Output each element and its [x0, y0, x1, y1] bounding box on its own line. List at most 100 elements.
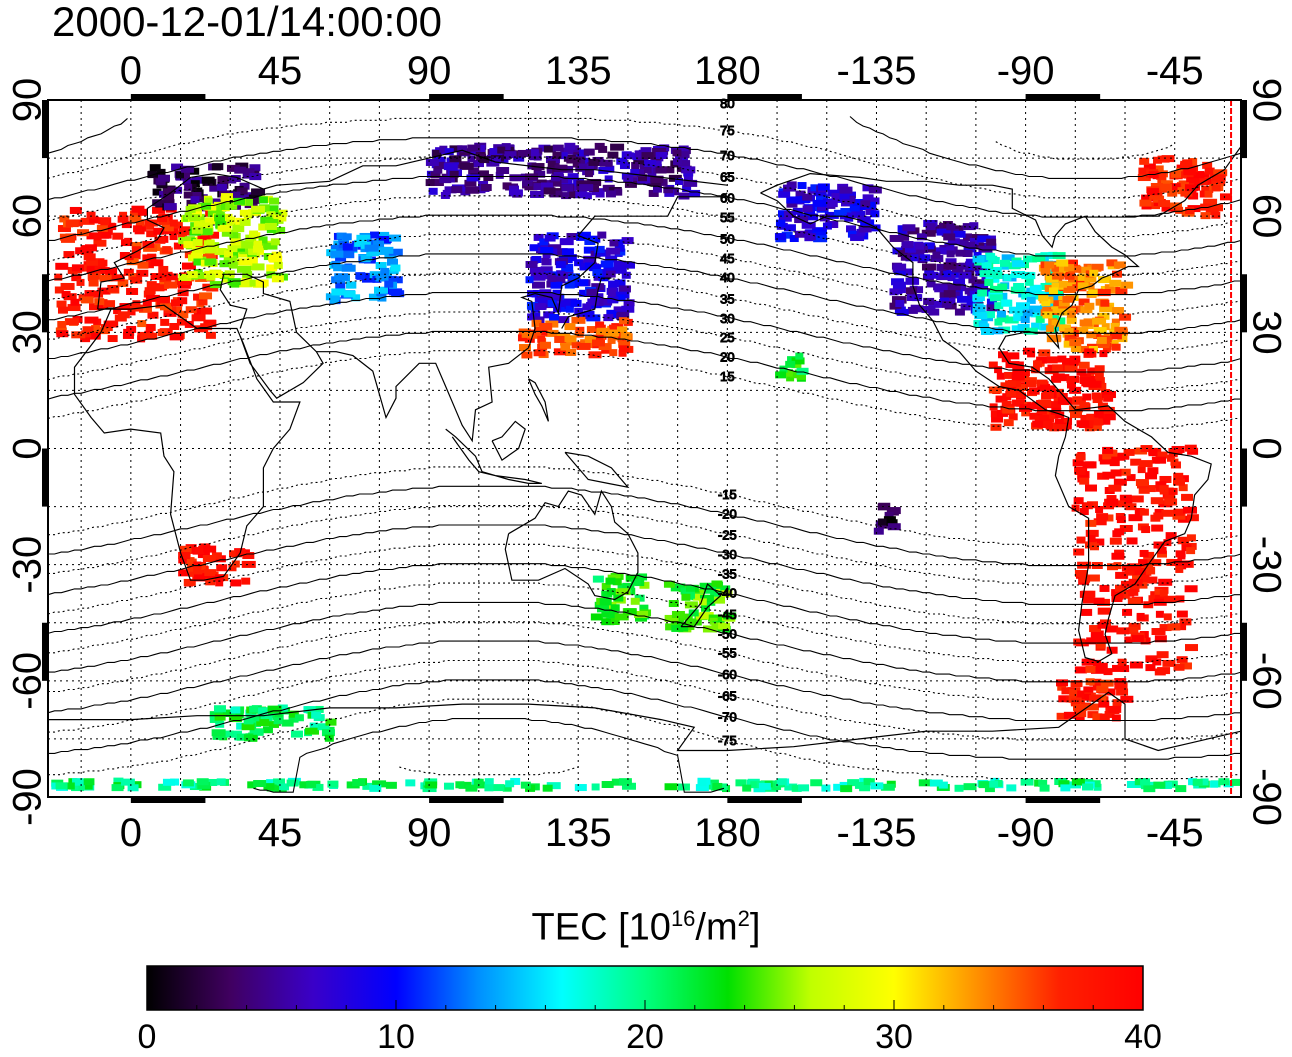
tec-cell	[533, 233, 544, 241]
tec-cell	[196, 222, 210, 230]
tec-cell	[599, 159, 613, 167]
tec-cell	[540, 247, 554, 255]
tec-cell	[1038, 399, 1052, 407]
tec-cell	[211, 729, 226, 737]
tec-cell	[288, 710, 299, 718]
tec-cell	[433, 166, 443, 174]
tec-cell	[601, 618, 615, 626]
tec-cell	[600, 260, 614, 268]
tec-cell	[342, 243, 353, 251]
mag-contour	[48, 466, 1242, 547]
tec-cell	[566, 233, 579, 241]
x-tick-label-top: 180	[694, 49, 761, 93]
tec-cell	[606, 588, 616, 596]
tec-cell	[566, 156, 581, 164]
tec-cell	[182, 178, 193, 186]
tec-cell	[224, 250, 234, 258]
tec-cell	[206, 239, 215, 247]
tec-cell	[1110, 286, 1119, 294]
tec-cell	[1077, 273, 1086, 281]
tec-cell	[897, 225, 907, 233]
tec-cell	[664, 189, 675, 197]
tec-cell	[1186, 514, 1199, 522]
tec-cell	[844, 214, 854, 222]
tec-cell	[1049, 293, 1060, 301]
tec-cell	[619, 162, 630, 170]
tec-cell	[582, 192, 592, 200]
tec-cell	[466, 148, 477, 156]
tec-cell	[986, 304, 1000, 312]
tec-cell	[1058, 300, 1070, 308]
tec-cell	[1076, 690, 1085, 698]
tec-cell	[119, 279, 128, 287]
tec-cell	[254, 240, 263, 248]
tec-cell	[72, 778, 84, 786]
tec-cell	[613, 260, 626, 268]
tec-cell	[425, 179, 435, 187]
tec-cell	[889, 234, 904, 242]
tec-cell	[241, 560, 256, 568]
tec-cell	[1008, 306, 1023, 314]
tec-cell	[239, 182, 250, 190]
tec-cell	[229, 231, 239, 239]
tec-cell	[1143, 163, 1156, 171]
tec-cell	[605, 165, 615, 173]
tec-cell	[555, 176, 569, 184]
tec-cell	[1093, 327, 1107, 335]
tec-cell	[51, 782, 60, 790]
tec-cell	[223, 730, 234, 738]
tec-cell	[219, 271, 229, 279]
tec-cell	[1140, 778, 1151, 786]
mag-contour	[47, 311, 1241, 392]
coastline-path	[97, 149, 728, 310]
tec-cell	[242, 272, 252, 280]
tec-cell	[1081, 783, 1093, 791]
tec-cell	[1027, 402, 1042, 410]
tec-cell	[97, 287, 111, 295]
tec-cell	[184, 320, 194, 328]
tec-cell	[533, 349, 546, 357]
tec-cell	[1086, 574, 1100, 582]
tec-cell	[1081, 608, 1093, 616]
tec-cell	[1091, 263, 1104, 271]
tec-cell	[55, 262, 69, 270]
tec-cell	[681, 593, 691, 601]
y-tick-label-right: 90	[1244, 78, 1288, 123]
tec-cell	[862, 184, 874, 192]
tec-cell	[750, 781, 763, 789]
tec-cell	[178, 237, 192, 245]
tec-cell	[685, 585, 695, 593]
tec-cell	[1004, 316, 1019, 324]
tec-cell	[539, 341, 551, 349]
tec-cell	[945, 296, 955, 304]
tec-cell	[1093, 597, 1105, 605]
mag-contour	[47, 117, 1242, 199]
tec-cell	[1058, 264, 1069, 272]
tec-cell	[249, 230, 259, 238]
mag-lat-label: -50	[718, 626, 737, 641]
tec-cell	[607, 289, 616, 297]
tec-cell	[270, 238, 280, 246]
tec-cell	[1184, 184, 1198, 192]
tec-cell	[273, 214, 287, 222]
tec-cell	[936, 263, 947, 271]
colorbar	[146, 965, 1144, 1011]
tec-cell	[1020, 778, 1034, 786]
tec-cell	[1188, 158, 1198, 166]
tec-cell	[1062, 358, 1073, 366]
tec-cell	[1090, 543, 1100, 551]
coastline-path	[219, 273, 324, 399]
tec-cell	[589, 264, 602, 272]
tec-cell	[1074, 569, 1088, 577]
tec-cell	[963, 233, 973, 241]
tec-cell	[1075, 714, 1085, 722]
tec-cell	[621, 261, 636, 269]
tec-cell	[522, 179, 534, 187]
tec-cell	[1092, 317, 1107, 325]
tec-cell	[527, 331, 542, 339]
tec-cell	[1141, 526, 1151, 534]
tec-cell	[80, 217, 95, 225]
tec-cell	[663, 580, 675, 588]
tec-cell	[1126, 537, 1138, 545]
tec-cell	[552, 144, 564, 152]
